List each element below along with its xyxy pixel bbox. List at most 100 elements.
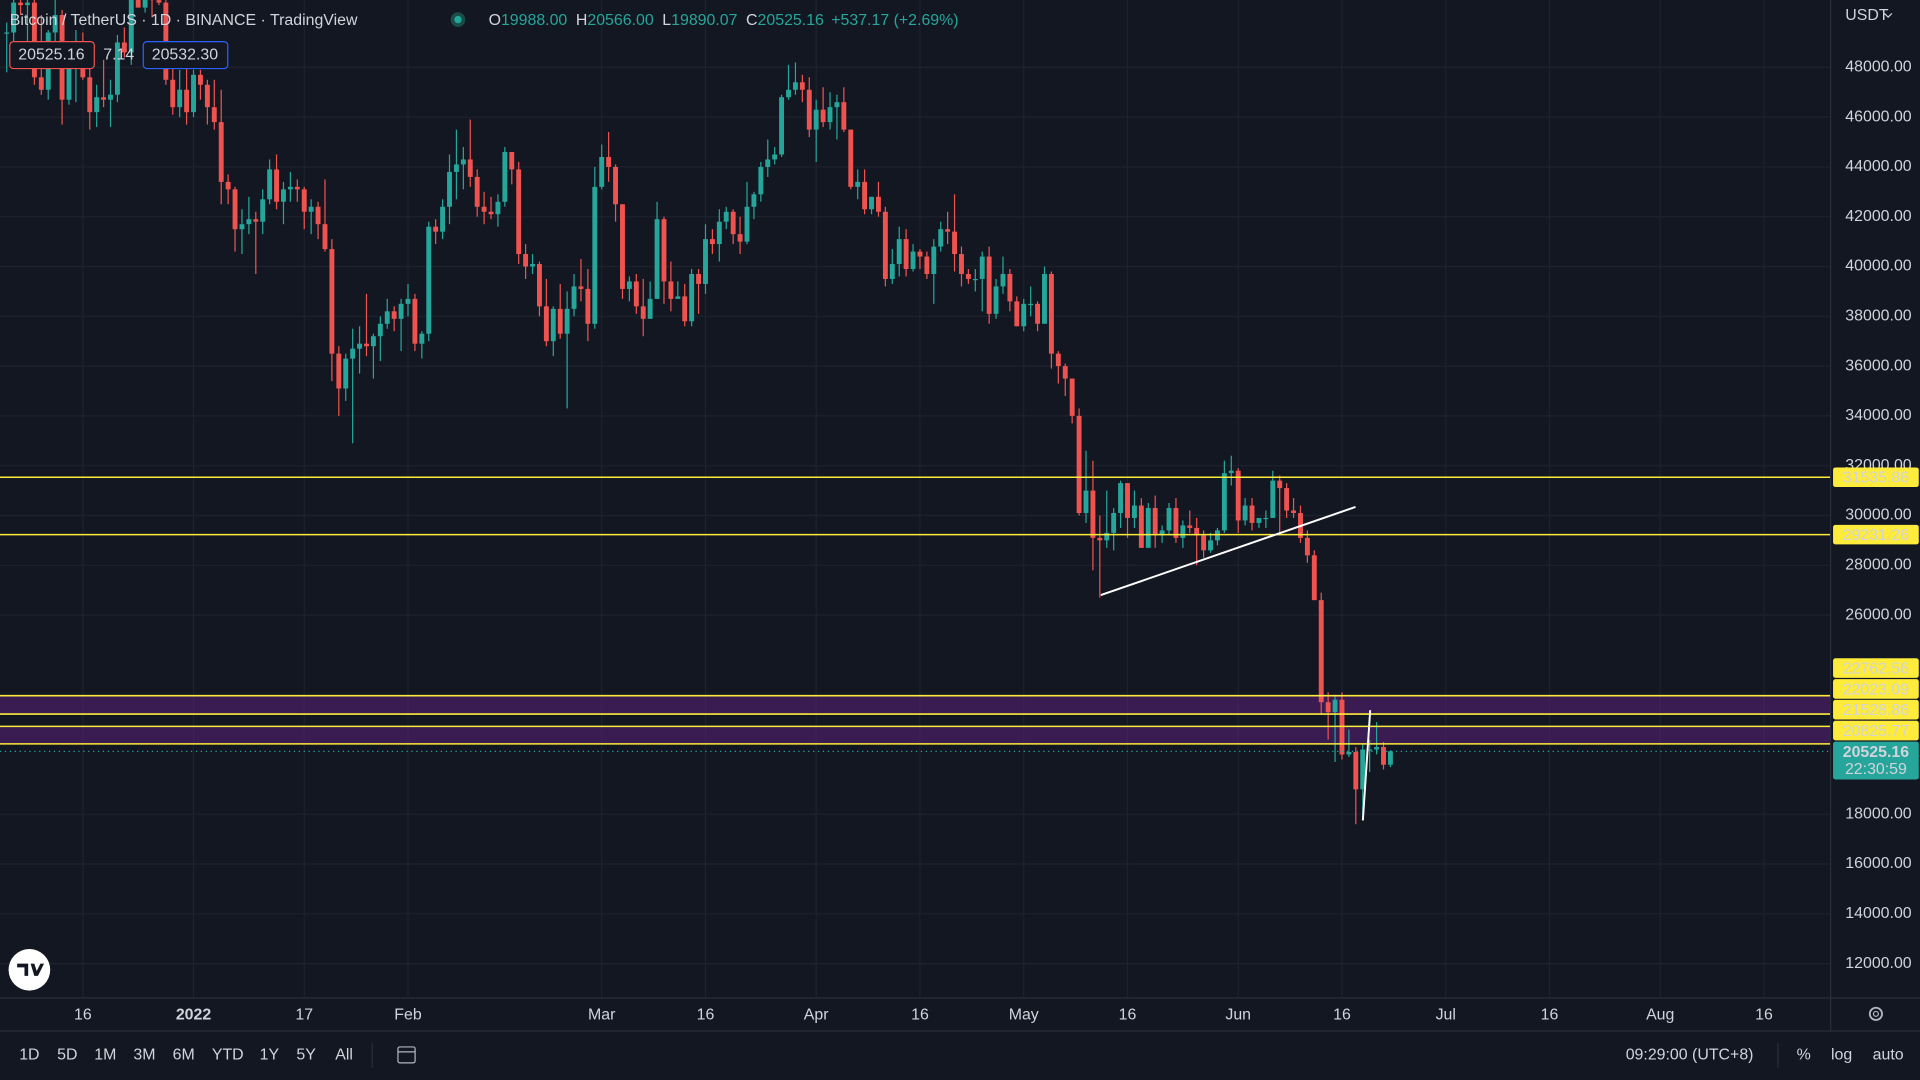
clock[interactable]: 09:29:00 (UTC+8) bbox=[1626, 1047, 1754, 1064]
gear bbox=[1868, 1006, 1883, 1021]
candle-body bbox=[585, 288, 591, 324]
candle-body bbox=[827, 107, 833, 123]
candle-body bbox=[931, 246, 937, 274]
scale-option[interactable]: auto bbox=[1873, 1047, 1904, 1064]
candle-body bbox=[1221, 473, 1227, 531]
candle-body bbox=[1083, 490, 1089, 513]
logo-mark bbox=[17, 963, 45, 976]
candle-body bbox=[253, 219, 259, 222]
level-label-box bbox=[1833, 699, 1919, 720]
candle-body bbox=[281, 189, 286, 202]
candle-body bbox=[516, 169, 522, 255]
candle-body bbox=[4, 32, 10, 34]
x-tick-label: 17 bbox=[295, 1006, 313, 1023]
candle-body bbox=[862, 181, 868, 210]
status-dot bbox=[454, 15, 462, 24]
y-tick-label: 34000.00 bbox=[1845, 407, 1911, 424]
candle-body bbox=[530, 264, 535, 267]
candle-body bbox=[1118, 483, 1124, 513]
date-range-icon[interactable] bbox=[397, 1046, 416, 1064]
candle-body bbox=[94, 97, 100, 113]
candle-body bbox=[191, 74, 196, 113]
ohlc-value: 19890.07 bbox=[671, 12, 737, 29]
candle-body bbox=[391, 311, 397, 319]
level-label: 31535.86 bbox=[1843, 470, 1909, 487]
last-price-box bbox=[1833, 741, 1919, 780]
candle-body bbox=[633, 281, 639, 307]
candle-body bbox=[917, 251, 923, 257]
bottom-toolbar: 1D 5D 1M 3M 6M YTD 1Y 5Y All 09:29:00 (UTC+8)% log… bbox=[19, 1043, 1904, 1068]
candle-body bbox=[1152, 508, 1158, 536]
candle-body bbox=[1367, 749, 1373, 751]
y-tick-label: 44000.00 bbox=[1845, 158, 1911, 175]
candle-body bbox=[239, 224, 245, 230]
buy-box[interactable] bbox=[142, 41, 229, 70]
settings-icon[interactable] bbox=[1868, 1006, 1883, 1021]
candle-body bbox=[959, 254, 964, 274]
currency[interactable]: USDT bbox=[1845, 7, 1889, 24]
tv-logo[interactable] bbox=[8, 948, 51, 991]
candle-body bbox=[453, 164, 459, 172]
ohlc-key: H bbox=[576, 12, 588, 29]
candle-body bbox=[204, 84, 210, 108]
candle-body bbox=[626, 281, 632, 289]
currency-chevron[interactable] bbox=[1884, 13, 1893, 19]
candle-body bbox=[848, 129, 854, 187]
candle-body bbox=[1381, 747, 1386, 765]
ohlc-value: 20525.16 bbox=[758, 12, 824, 29]
candle-body bbox=[869, 196, 874, 210]
x-tick-label: 16 bbox=[1119, 1006, 1137, 1023]
candle-body bbox=[1249, 505, 1255, 523]
candle-body bbox=[592, 186, 598, 324]
range-button[interactable]: All bbox=[335, 1047, 353, 1064]
candle-body bbox=[502, 151, 508, 202]
candle-body bbox=[557, 308, 563, 334]
candle-body bbox=[1228, 470, 1234, 474]
y-tick-label: 38000.00 bbox=[1845, 308, 1911, 325]
y-tick-label: 42000.00 bbox=[1845, 208, 1911, 225]
candle-body bbox=[343, 358, 349, 389]
candle-body bbox=[198, 74, 203, 85]
candle-body bbox=[938, 229, 944, 247]
scale-option[interactable]: log bbox=[1831, 1047, 1852, 1064]
candle-body bbox=[1076, 415, 1082, 513]
candle-body bbox=[537, 264, 542, 307]
symbol-title[interactable]: Bitcoin / TetherUS · 1D · BINANCE · Trad… bbox=[10, 12, 358, 29]
candle-body bbox=[993, 286, 999, 314]
candle-body bbox=[737, 234, 743, 242]
range-button[interactable]: 3M bbox=[133, 1047, 155, 1064]
candle-body bbox=[315, 206, 321, 225]
candle-body bbox=[578, 286, 584, 289]
trend-line bbox=[1361, 710, 1372, 821]
range-button[interactable]: 1Y bbox=[260, 1047, 280, 1064]
candle-body bbox=[211, 107, 217, 123]
candle-body bbox=[841, 102, 847, 130]
candle-body bbox=[924, 256, 930, 274]
candle-body bbox=[87, 77, 93, 113]
candle-body bbox=[377, 323, 383, 337]
candle-body bbox=[287, 186, 293, 190]
candle-body bbox=[550, 308, 556, 342]
candle-body bbox=[1353, 751, 1359, 790]
range-button[interactable]: 6M bbox=[173, 1047, 195, 1064]
candles bbox=[4, 0, 1393, 825]
range-button[interactable]: YTD bbox=[212, 1047, 244, 1064]
candle-body bbox=[758, 166, 764, 195]
candle-body bbox=[772, 154, 778, 160]
range-button[interactable]: 1M bbox=[94, 1047, 116, 1064]
range-button[interactable]: 5D bbox=[57, 1047, 77, 1064]
scale-option[interactable]: % bbox=[1797, 1047, 1811, 1064]
range-button[interactable]: 1D bbox=[19, 1047, 39, 1064]
sell-box[interactable] bbox=[9, 41, 95, 70]
candle-body bbox=[1097, 537, 1103, 541]
candle-body bbox=[114, 42, 120, 95]
candle-body bbox=[274, 169, 279, 202]
ohlc-key: O bbox=[489, 12, 501, 29]
price-axis: 12000.00 14000.00 16000.00 18000.00 26000.00… bbox=[1845, 59, 1911, 972]
candle-body bbox=[606, 156, 612, 167]
candle-body bbox=[889, 264, 895, 279]
range-button[interactable]: 5Y bbox=[296, 1047, 316, 1064]
candle-body bbox=[364, 343, 369, 347]
y-tick-label: 12000.00 bbox=[1845, 955, 1911, 972]
